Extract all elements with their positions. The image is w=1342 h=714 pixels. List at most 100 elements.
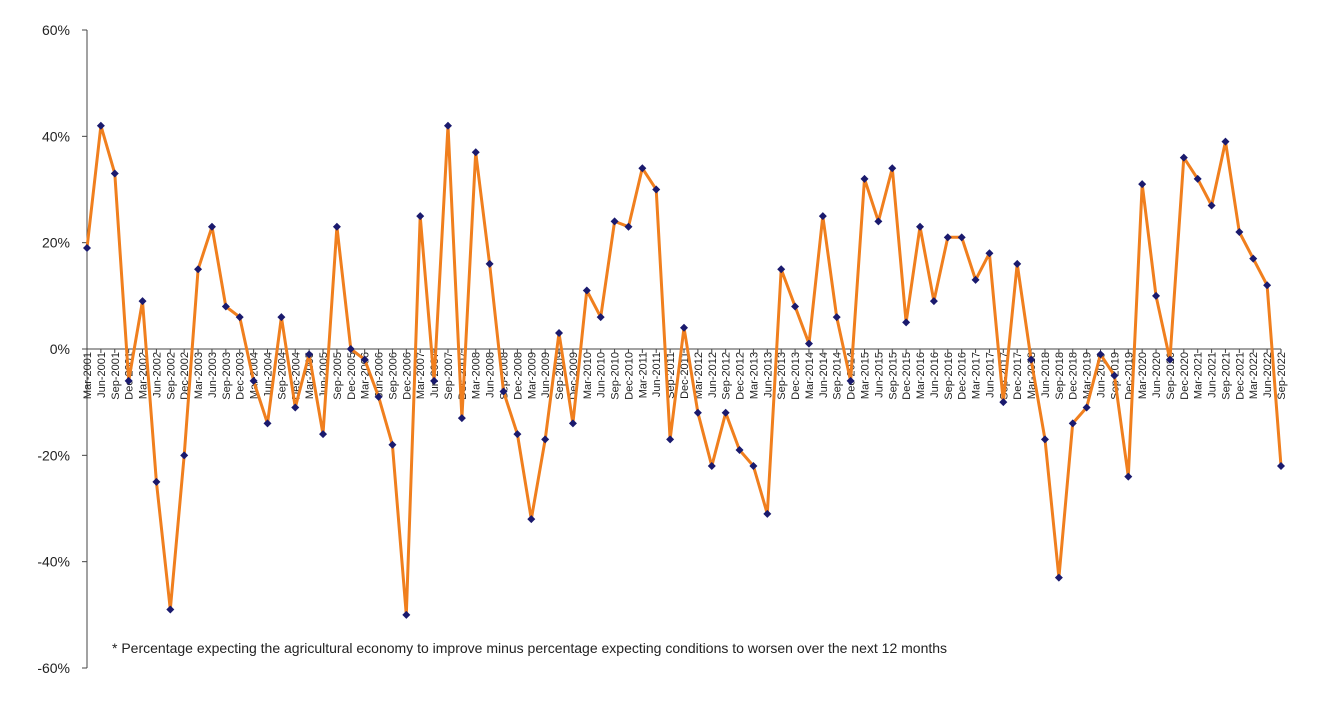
x-tick-label: Mar-2001 [82,352,94,399]
x-tick-label: Mar-2017 [971,352,983,399]
data-point [971,275,980,284]
data-point [485,259,494,268]
x-tick-label: Dec-2010 [623,352,635,400]
x-tick-label: Dec-2016 [957,352,969,400]
chart-footnote: * Percentage expecting the agricultural … [112,640,947,656]
data-point [541,435,550,444]
x-tick-label: Sep-2002 [165,352,177,400]
data-point [527,515,536,524]
x-tick-label: Jun-2002 [151,352,163,398]
x-tick-label: Dec-2008 [512,352,524,400]
x-tick-label: Dec-2020 [1179,352,1191,400]
x-tick-label: Sep-2006 [387,352,399,400]
data-point [207,222,216,231]
data-point [874,217,883,226]
data-point [360,355,369,364]
data-point [721,408,730,417]
data-point [1207,201,1216,210]
data-point [666,435,675,444]
data-point [1054,573,1063,582]
data-point [263,419,272,428]
data-point [416,212,425,221]
data-point [1124,472,1133,481]
x-tick-label: Mar-2014 [804,352,816,399]
x-tick-label: Jun-2006 [374,352,386,398]
x-tick-label: Dec-2012 [735,352,747,400]
data-point [374,392,383,401]
data-point [596,313,605,322]
data-point [1040,435,1049,444]
x-tick-label: Jun-2009 [540,352,552,398]
data-point [1221,137,1230,146]
x-tick-label: Sep-2018 [1054,352,1066,400]
y-tick-label: -20% [37,447,70,463]
x-tick-label: Dec-2011 [679,352,691,399]
data-point [957,233,966,242]
data-point [818,212,827,221]
data-point [929,297,938,306]
data-point [1193,174,1202,183]
data-point [277,313,286,322]
data-point [235,313,244,322]
x-tick-label: Sep-2004 [276,352,288,400]
data-point [96,121,105,130]
data-point [791,302,800,311]
x-tick-label: Jun-2019 [1096,352,1108,398]
data-point [138,297,147,306]
data-point [1027,355,1036,364]
x-tick-label: Sep-2022 [1276,352,1288,400]
x-tick-label: Jun-2010 [596,352,608,398]
x-tick-label: Dec-2005 [346,352,358,400]
data-point [1152,291,1161,300]
data-point [568,419,577,428]
y-tick-label: 20% [42,235,70,251]
data-point [860,174,869,183]
x-tick-label: Jun-2020 [1151,352,1163,398]
data-point [305,350,314,359]
y-tick-label: -40% [37,554,70,570]
x-tick-label: Sep-2010 [610,352,622,400]
x-tick-label: Mar-2015 [859,352,871,399]
x-tick-label: Sep-2001 [110,352,122,400]
data-point [1263,281,1272,290]
x-tick-label: Mar-2004 [249,352,261,399]
data-point [1277,461,1285,470]
x-tick-label: Sep-2007 [443,352,455,400]
data-point [693,408,702,417]
data-point [1110,371,1119,380]
data-point [1082,403,1091,412]
x-tick-label: Sep-2005 [332,352,344,400]
x-tick-label: Mar-2011 [637,352,649,398]
data-point [985,249,994,258]
x-tick-label: Jun-2022 [1262,352,1274,398]
x-tick-label: Dec-2017 [1012,352,1024,400]
data-point [180,451,189,460]
data-point [443,121,452,130]
data-point [124,376,133,385]
data-point [652,185,661,194]
x-tick-label: Mar-2003 [193,352,205,399]
y-tick-label: 0% [50,341,70,357]
x-tick-label: Mar-2006 [360,352,372,399]
x-tick-label: Sep-2012 [721,352,733,400]
data-point [319,430,328,439]
data-point [680,323,688,332]
x-tick-label: Jun-2011 [651,352,663,397]
data-point [763,509,772,518]
x-tick-label: Sep-2003 [221,352,233,400]
x-tick-label: Mar-2022 [1248,352,1260,399]
data-point [83,243,91,252]
x-tick-label: Mar-2008 [471,352,483,399]
x-tick-label: Sep-2013 [776,352,788,400]
x-tick-label: Jun-2008 [485,352,497,398]
data-point [1068,419,1077,428]
data-point [471,148,480,157]
x-tick-label: Sep-2020 [1165,352,1177,400]
x-tick-label: Dec-2021 [1234,352,1246,400]
x-tick-label: Jun-2021 [1207,352,1219,398]
data-point [832,313,841,322]
data-point [888,164,897,173]
data-point [1096,350,1105,359]
data-point [249,376,258,385]
